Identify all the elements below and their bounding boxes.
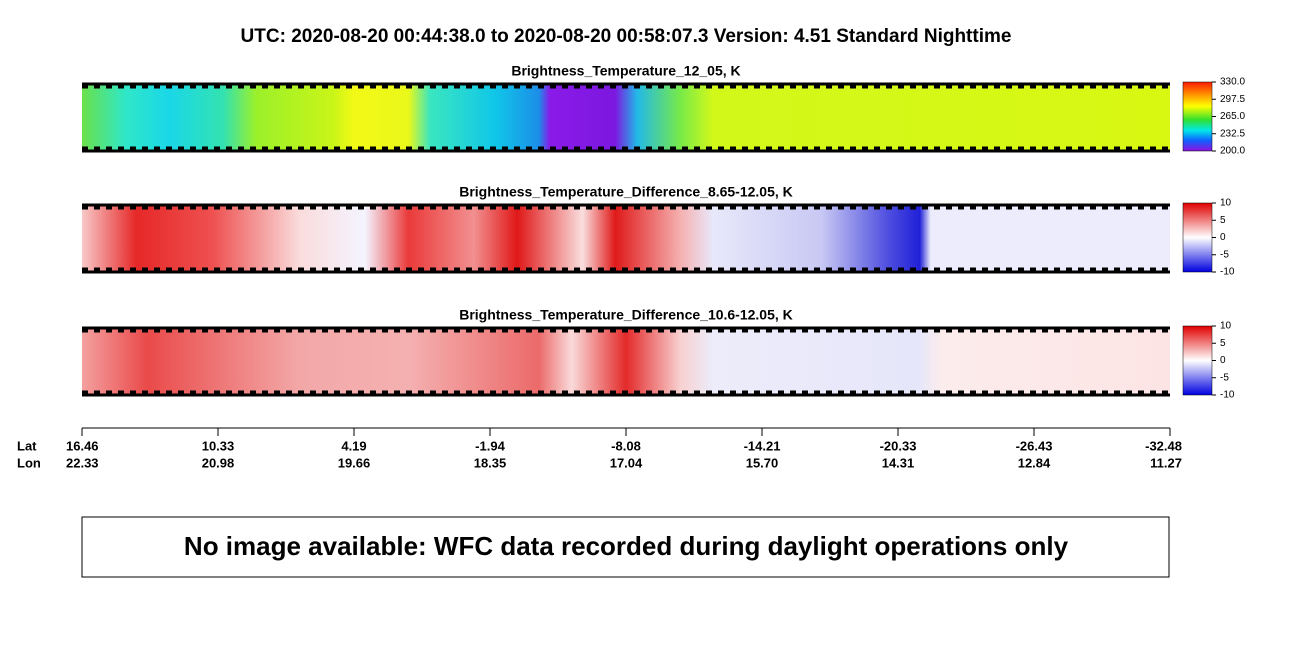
colorbar-label: 10	[1220, 321, 1232, 332]
lat-tick-label: -20.33	[880, 438, 917, 453]
lon-label: Lon	[17, 455, 41, 470]
lon-tick-label: 18.35	[474, 455, 507, 470]
panels: Brightness_Temperature_12_05, K 330.0 297.…	[82, 63, 1245, 401]
colorbar-label: 297.5	[1220, 94, 1245, 105]
colorbar-label: -5	[1220, 372, 1229, 383]
lat-tick-label: 10.33	[202, 438, 235, 453]
notice-box	[81, 516, 1170, 578]
lat-tick-label: -32.48	[1145, 438, 1182, 453]
colorbar-label: 10	[1220, 198, 1232, 209]
colorbar-label: 232.5	[1220, 128, 1245, 139]
colorbar-label: 200.0	[1220, 146, 1245, 157]
colorbar-label: 5	[1220, 338, 1226, 349]
panel-image	[82, 328, 1170, 395]
lon-tick-label: 20.98	[202, 455, 235, 470]
panel-title: Brightness_Temperature_12_05, K	[511, 63, 740, 79]
colorbar-label: 265.0	[1220, 111, 1245, 122]
lat-label: Lat	[17, 438, 37, 453]
lat-tick-label: -8.08	[611, 438, 641, 453]
lon-tick-label: 17.04	[610, 455, 643, 470]
lat-tick-label: 4.19	[341, 438, 366, 453]
axis: 16.46 22.33 10.33 20.98 4.19 19.66 -1.94 18.35 -…	[66, 428, 1182, 470]
colorbar-label: -10	[1220, 267, 1235, 278]
lat-tick-label: -14.21	[744, 438, 781, 453]
colorbar-label: -10	[1220, 390, 1235, 401]
colorbar	[1182, 325, 1213, 396]
colorbar-label: 5	[1220, 215, 1226, 226]
colorbar-label: -5	[1220, 249, 1229, 260]
panel-image	[82, 84, 1170, 151]
lon-tick-label: 14.31	[882, 455, 915, 470]
colorbar	[1182, 202, 1213, 273]
lon-tick-label: 22.33	[66, 455, 99, 470]
lon-tick-label: 12.84	[1018, 455, 1051, 470]
lat-tick-label: -26.43	[1016, 438, 1053, 453]
lon-tick-label: 19.66	[338, 455, 371, 470]
panel-title: Brightness_Temperature_Difference_8.65-1…	[459, 184, 793, 200]
lon-tick-label: 11.27	[1150, 455, 1182, 470]
page-title: UTC: 2020-08-20 00:44:38.0 to 2020-08-20…	[241, 26, 1012, 47]
lon-tick-label: 15.70	[746, 455, 779, 470]
colorbar-label: 330.0	[1220, 77, 1245, 88]
panel-title: Brightness_Temperature_Difference_10.6-1…	[459, 307, 793, 323]
panel-image	[82, 205, 1170, 272]
colorbar-label: 0	[1220, 355, 1226, 366]
colorbar-label: 0	[1220, 232, 1226, 243]
notice: No image available: WFC data recorded du…	[184, 531, 1069, 561]
colorbar	[1182, 81, 1213, 152]
lat-tick-label: -1.94	[475, 438, 505, 453]
lat-tick-label: 16.46	[66, 438, 99, 453]
